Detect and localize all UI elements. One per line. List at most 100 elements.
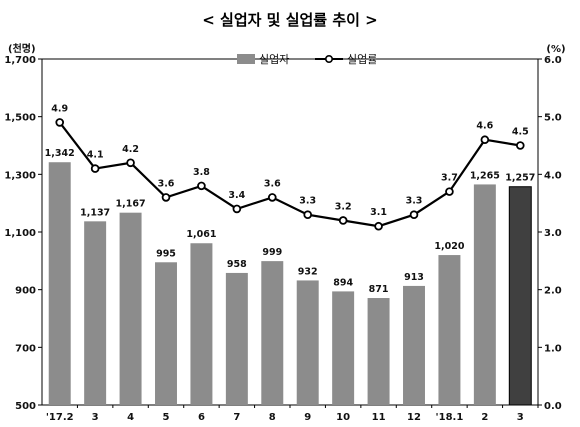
right-tick-label: 0.0 xyxy=(544,401,562,412)
right-axis-unit: (%) xyxy=(546,44,565,55)
plot-frame xyxy=(41,58,539,406)
right-tick-label: 4.0 xyxy=(544,170,562,181)
bar-value-label: 871 xyxy=(369,284,389,295)
x-tick-label: 3 xyxy=(92,412,99,423)
rate-value-label: 4.5 xyxy=(512,127,529,138)
legend-line-marker xyxy=(324,54,333,63)
x-tick-label: 3 xyxy=(517,412,524,423)
bar-value-label: 1,167 xyxy=(116,199,146,210)
bar-value-label: 1,342 xyxy=(45,148,75,159)
right-tick-label: 5.0 xyxy=(544,113,562,124)
left-tick-label: 700 xyxy=(15,343,36,354)
bar xyxy=(155,262,177,405)
rate-value-label: 4.1 xyxy=(87,150,104,161)
rate-marker xyxy=(161,193,171,202)
rate-value-label: 3.2 xyxy=(335,201,352,212)
bar-value-label: 932 xyxy=(298,266,318,277)
x-tick-label: 2 xyxy=(481,412,488,423)
bar-value-label: 1,061 xyxy=(186,229,216,240)
bar xyxy=(190,243,213,405)
bar-data-labels: 1,342 1,137 1,167 995 1,061 958 999 932 894 871 91… xyxy=(45,148,536,295)
rate-value-label: 4.9 xyxy=(51,103,68,114)
plot-border xyxy=(41,58,539,406)
bar xyxy=(473,184,496,405)
left-tick-label: 1,300 xyxy=(4,170,36,181)
x-tick-label: 6 xyxy=(198,412,205,423)
left-tick-label: 900 xyxy=(15,286,36,297)
bar xyxy=(225,272,248,405)
bar xyxy=(84,221,107,405)
legend-line-label: 실업률 xyxy=(347,53,377,66)
left-axis: 500 700 900 1,100 1,300 1,500 1,700 xyxy=(4,55,42,412)
bar-value-label: 999 xyxy=(262,247,282,258)
right-tick-label: 6.0 xyxy=(544,55,562,66)
x-tick-label: 7 xyxy=(233,412,240,423)
right-tick-label: 1.0 xyxy=(544,343,562,354)
rate-marker xyxy=(126,158,135,168)
right-axis: 0.0 1.0 2.0 3.0 4.0 5.0 6.0 xyxy=(538,55,562,412)
x-axis: '17.2 3 4 5 6 7 8 9 10 11 12 '18.1 2 3 xyxy=(46,405,539,423)
x-tick-label: 10 xyxy=(336,412,350,423)
bar xyxy=(403,285,425,405)
left-tick-label: 1,500 xyxy=(4,113,36,124)
rate-line xyxy=(58,121,521,228)
rate-value-label: 3.6 xyxy=(158,178,175,189)
bar xyxy=(261,261,284,405)
rate-value-label: 4.6 xyxy=(476,121,493,132)
left-tick-label: 500 xyxy=(15,401,36,412)
line-data-labels: 4.9 4.1 4.2 3.6 3.8 3.4 3.6 3.3 3.2 3.1 3.3 3.7 4.6 4… xyxy=(51,103,528,218)
rate-marker xyxy=(55,118,65,127)
rate-marker xyxy=(374,221,383,231)
bar-value-label: 1,257 xyxy=(505,173,535,184)
rate-value-label: 3.7 xyxy=(441,173,458,184)
right-tick-label: 3.0 xyxy=(544,228,562,239)
bar xyxy=(438,255,461,405)
x-tick-label: '18.1 xyxy=(436,412,464,423)
rate-marker xyxy=(232,204,242,214)
rate-value-label: 3.4 xyxy=(228,190,245,201)
rate-value-label: 3.3 xyxy=(406,196,423,207)
x-tick-label: 5 xyxy=(163,412,170,423)
x-tick-label: '17.2 xyxy=(46,412,74,423)
x-tick-label: 8 xyxy=(269,412,276,423)
bar-value-label: 1,137 xyxy=(80,207,110,218)
left-tick-label: 1,700 xyxy=(4,55,36,66)
x-tick-label: 12 xyxy=(407,412,421,423)
bar xyxy=(296,280,319,405)
bar xyxy=(508,186,532,406)
rate-marker xyxy=(197,181,206,191)
bar-value-label: 894 xyxy=(333,277,353,288)
rate-value-label: 3.6 xyxy=(264,178,281,189)
rate-marker xyxy=(338,216,348,225)
x-tick-label: 11 xyxy=(372,412,386,423)
x-tick-label: 4 xyxy=(127,412,134,423)
legend-bar-swatch xyxy=(237,54,255,64)
bar xyxy=(367,298,390,405)
bar xyxy=(332,291,355,405)
bar-value-label: 913 xyxy=(404,272,424,283)
left-axis-unit: (천명) xyxy=(8,42,36,55)
bar xyxy=(119,212,142,405)
bar-value-label: 995 xyxy=(156,248,176,259)
rate-value-label: 3.1 xyxy=(370,207,387,218)
rate-marker xyxy=(303,210,313,220)
rate-marker xyxy=(267,193,277,202)
bar-series xyxy=(48,162,532,406)
left-tick-label: 1,100 xyxy=(4,228,36,239)
rate-marker xyxy=(409,210,419,220)
bar-value-label: 958 xyxy=(227,259,247,270)
bar-value-label: 1,265 xyxy=(470,170,500,181)
rate-value-label: 3.8 xyxy=(193,167,210,178)
right-tick-label: 2.0 xyxy=(544,286,562,297)
line-series xyxy=(55,118,525,231)
rate-marker xyxy=(90,164,100,173)
legend: 실업자 실업률 xyxy=(237,53,377,66)
rate-marker xyxy=(515,141,525,150)
legend-bar-label: 실업자 xyxy=(259,53,289,66)
rate-value-label: 4.2 xyxy=(122,144,139,155)
rate-marker xyxy=(480,135,490,145)
x-tick-label: 9 xyxy=(304,412,311,423)
chart-title: < 실업자 및 실업률 추이 > xyxy=(202,11,377,29)
rate-value-label: 3.3 xyxy=(299,196,316,207)
